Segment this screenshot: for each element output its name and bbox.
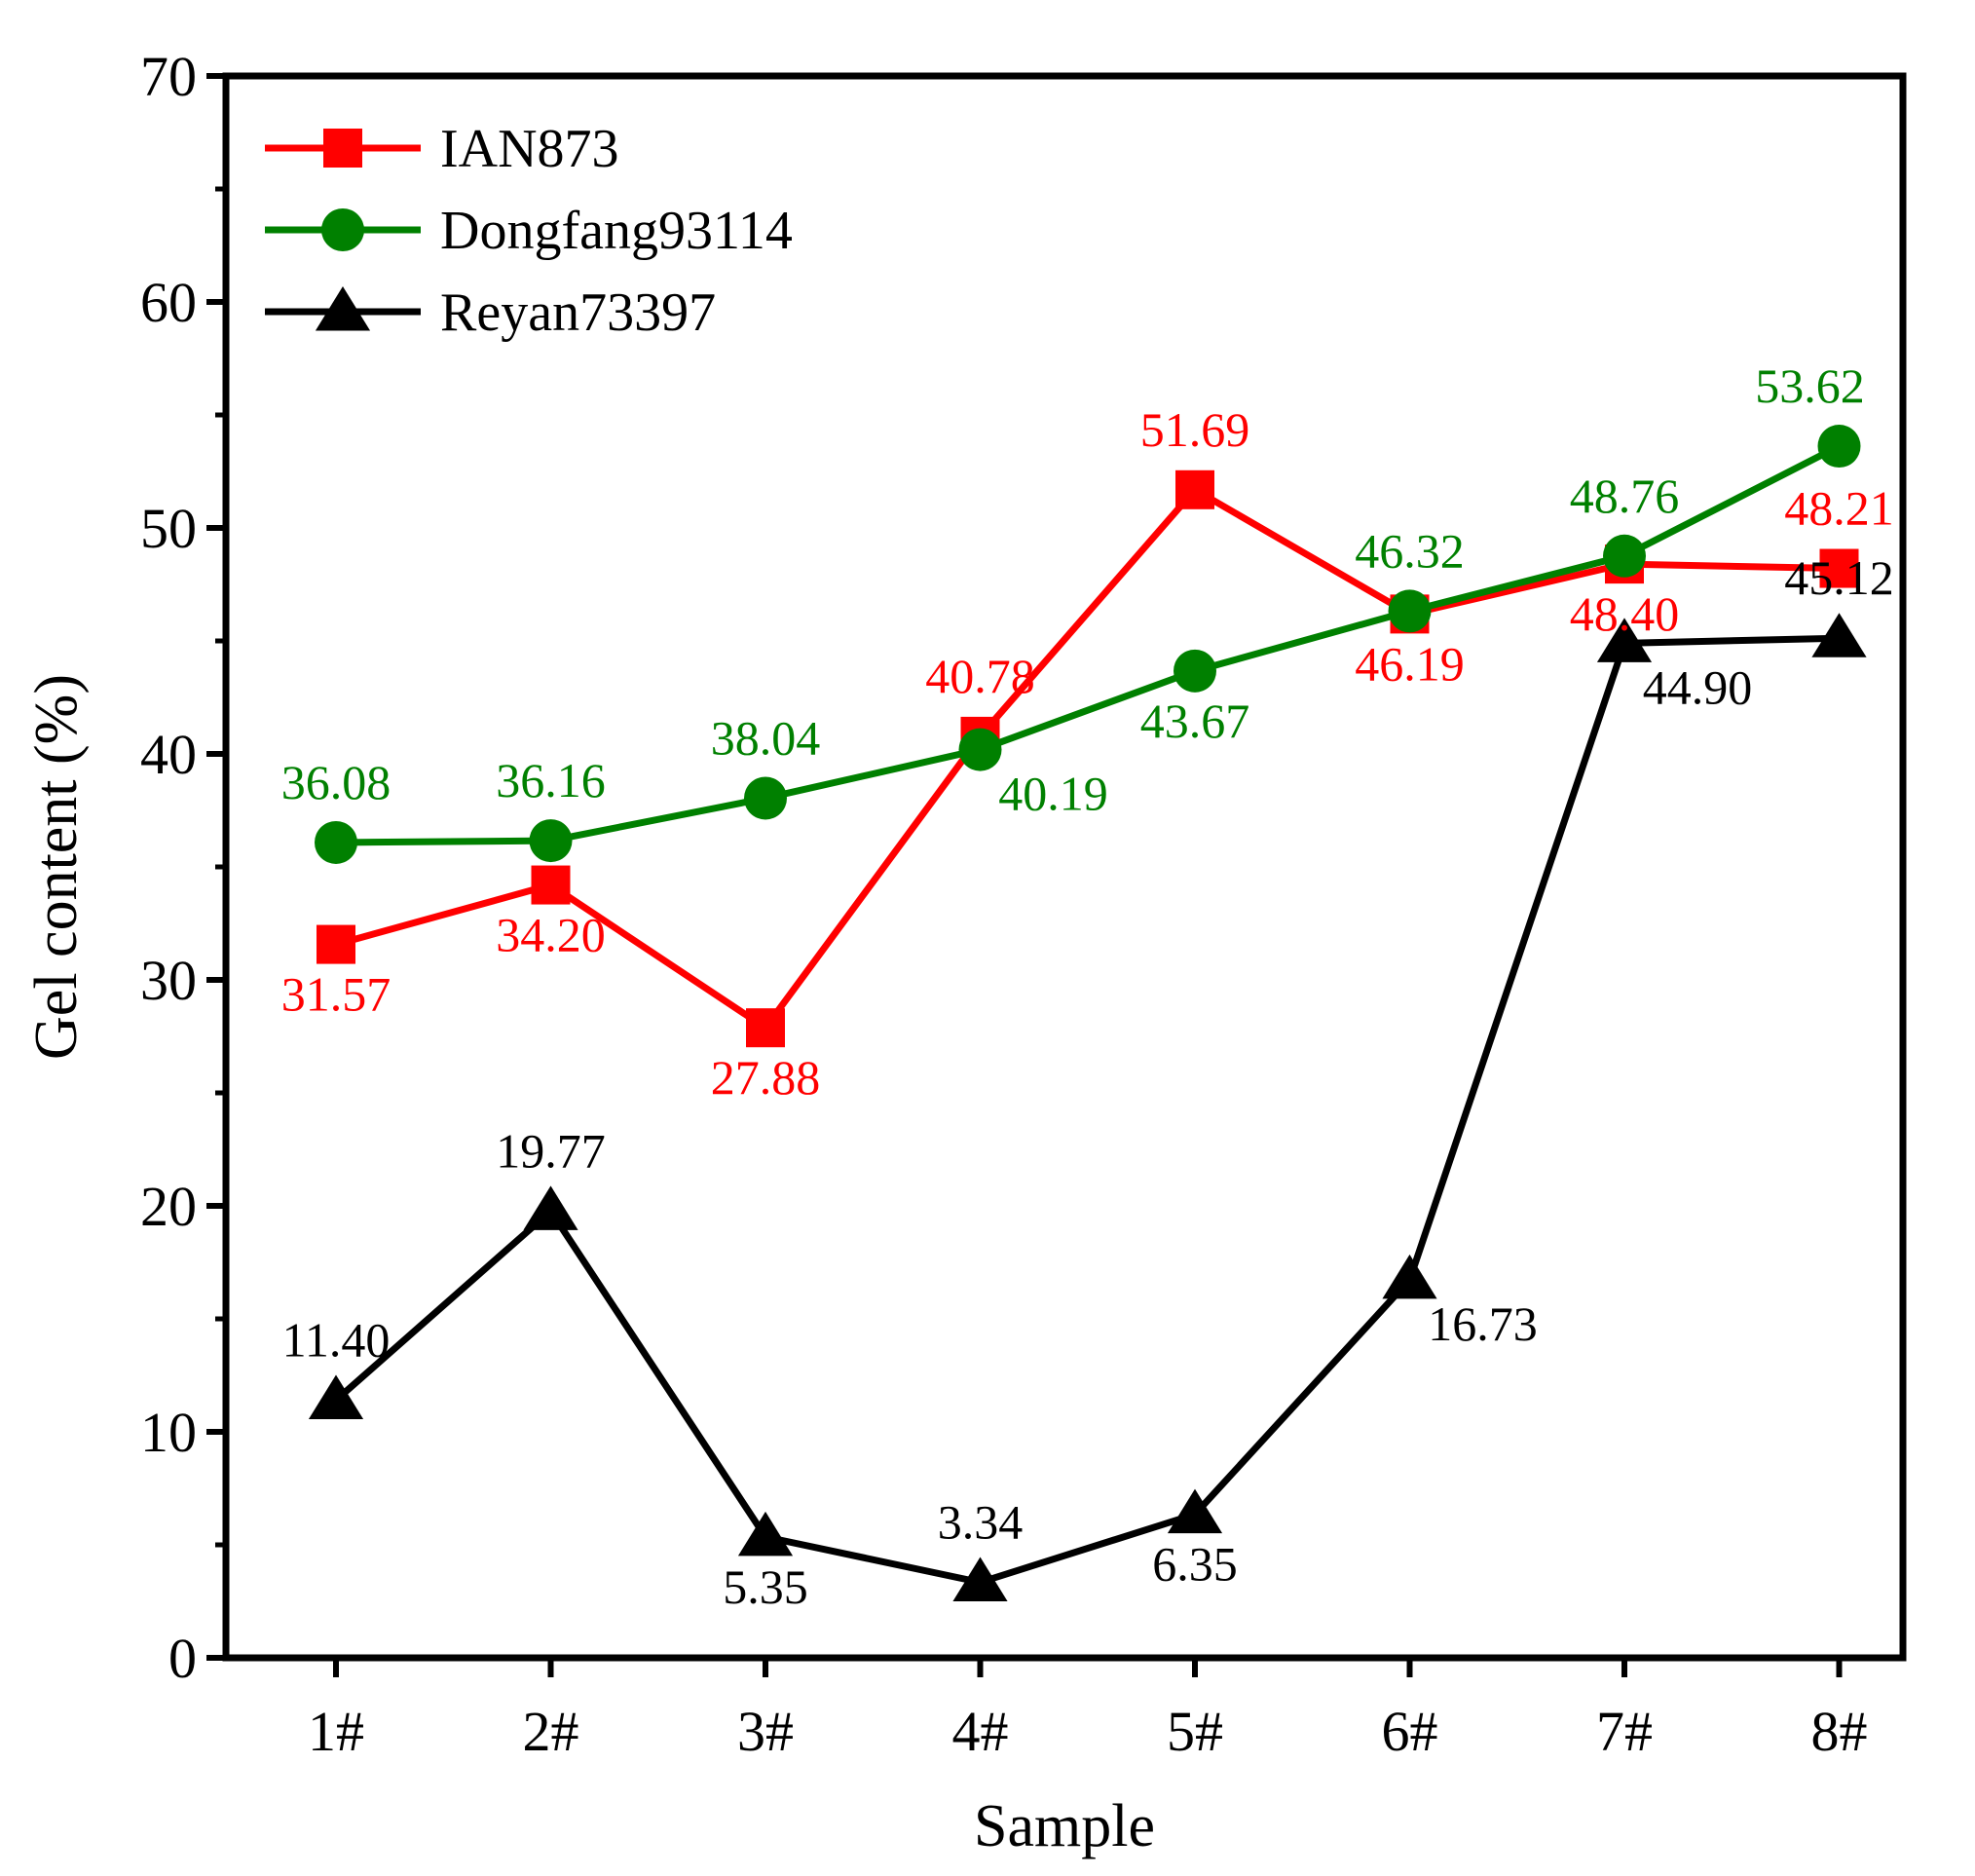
x-axis-title: Sample — [974, 1793, 1155, 1859]
data-label-reyan73397: 44.90 — [1643, 659, 1753, 714]
y-axis-title: Gel content (%) — [23, 674, 90, 1060]
data-label-reyan73397: 45.12 — [1784, 550, 1894, 605]
data-label-dongfang93114: 48.76 — [1570, 469, 1680, 523]
data-point-ian873 — [1175, 469, 1214, 509]
data-point-reyan73397 — [1811, 613, 1867, 657]
data-point-reyan73397 — [952, 1557, 1008, 1602]
y-tick-label: 70 — [140, 45, 197, 108]
data-point-ian873 — [746, 1008, 785, 1048]
data-label-ian873: 48.40 — [1570, 586, 1680, 641]
data-point-dongfang93114 — [744, 776, 787, 820]
data-label-ian873: 51.69 — [1140, 402, 1250, 457]
y-tick-label: 0 — [168, 1627, 197, 1690]
data-label-ian873: 40.78 — [925, 649, 1035, 703]
x-tick-label: 5# — [1167, 1700, 1223, 1763]
data-label-ian873: 27.88 — [711, 1050, 821, 1105]
series — [308, 425, 1867, 1602]
data-label-ian873: 46.19 — [1355, 636, 1465, 691]
series-line-ian873 — [335, 486, 1840, 1032]
data-point-dongfang93114 — [1388, 589, 1432, 633]
legend-marker-ian873 — [323, 129, 362, 168]
data-label-reyan73397: 11.40 — [282, 1313, 391, 1368]
data-point-ian873 — [531, 865, 571, 905]
data-point-reyan73397 — [737, 1511, 794, 1557]
x-tick-label: 7# — [1596, 1700, 1653, 1763]
data-point-dongfang93114 — [1174, 649, 1216, 693]
legend-marker-dongfang93114 — [321, 208, 364, 251]
data-point-reyan73397 — [308, 1374, 364, 1420]
y-tick-label: 30 — [140, 949, 197, 1012]
x-tick-label: 6# — [1382, 1700, 1438, 1763]
data-label-dongfang93114: 38.04 — [711, 710, 821, 765]
data-label-ian873: 34.20 — [496, 908, 606, 962]
y-tick-label: 60 — [140, 271, 197, 334]
legend-label-ian873: IAN873 — [440, 119, 619, 179]
y-tick-label: 10 — [140, 1401, 197, 1464]
data-point-dongfang93114 — [958, 728, 1002, 771]
x-tick-label: 3# — [737, 1700, 794, 1763]
data-label-reyan73397: 16.73 — [1428, 1296, 1538, 1351]
data-labels: 31.57 34.20 27.88 40.78 51.69 46.19 48.40 48.21… — [281, 358, 1894, 1614]
data-label-dongfang93114: 46.32 — [1355, 523, 1465, 578]
y-tick-label: 40 — [140, 723, 197, 786]
data-point-dongfang93114 — [1603, 534, 1646, 578]
series-line-dongfang93114 — [335, 442, 1842, 846]
data-point-ian873 — [1819, 548, 1859, 588]
data-point-reyan73397 — [523, 1185, 578, 1230]
x-tick-label: 1# — [308, 1700, 364, 1763]
data-point-dongfang93114 — [1817, 425, 1861, 469]
data-label-ian873: 48.21 — [1784, 481, 1894, 536]
y-tick-label: 50 — [140, 497, 197, 560]
data-label-dongfang93114: 36.16 — [496, 753, 606, 807]
axes: 0 10 20 30 40 50 60 70 1# 2# 3# 4# 5# 6# 7# 8# — [140, 45, 1907, 1763]
x-tick-label: 4# — [952, 1700, 1009, 1763]
data-label-dongfang93114: 43.67 — [1140, 694, 1250, 748]
data-label-dongfang93114: 36.08 — [281, 755, 391, 809]
data-label-reyan73397: 3.34 — [938, 1495, 1024, 1550]
data-label-dongfang93114: 53.62 — [1755, 358, 1865, 413]
series-line-reyan73397 — [333, 634, 1840, 1587]
data-point-reyan73397 — [1167, 1488, 1223, 1534]
data-label-reyan73397: 5.35 — [723, 1559, 808, 1614]
legend: IAN873 Dongfang93114 Reyan73397 — [265, 119, 793, 343]
data-point-dongfang93114 — [529, 819, 573, 863]
y-tick-label: 20 — [140, 1175, 197, 1238]
legend-marker-reyan73397 — [315, 286, 371, 331]
data-label-reyan73397: 6.35 — [1152, 1537, 1238, 1592]
data-label-dongfang93114: 40.19 — [998, 767, 1108, 821]
data-label-ian873: 31.57 — [281, 967, 391, 1022]
legend-label-reyan73397: Reyan73397 — [440, 282, 716, 343]
data-point-reyan73397 — [1382, 1254, 1437, 1299]
data-point-reyan73397 — [1596, 618, 1653, 662]
x-tick-label: 8# — [1811, 1700, 1868, 1763]
legend-label-dongfang93114: Dongfang93114 — [440, 201, 793, 261]
data-label-reyan73397: 19.77 — [496, 1123, 606, 1178]
x-tick-label: 2# — [523, 1700, 579, 1763]
data-point-ian873 — [317, 924, 355, 964]
data-point-dongfang93114 — [315, 820, 357, 864]
